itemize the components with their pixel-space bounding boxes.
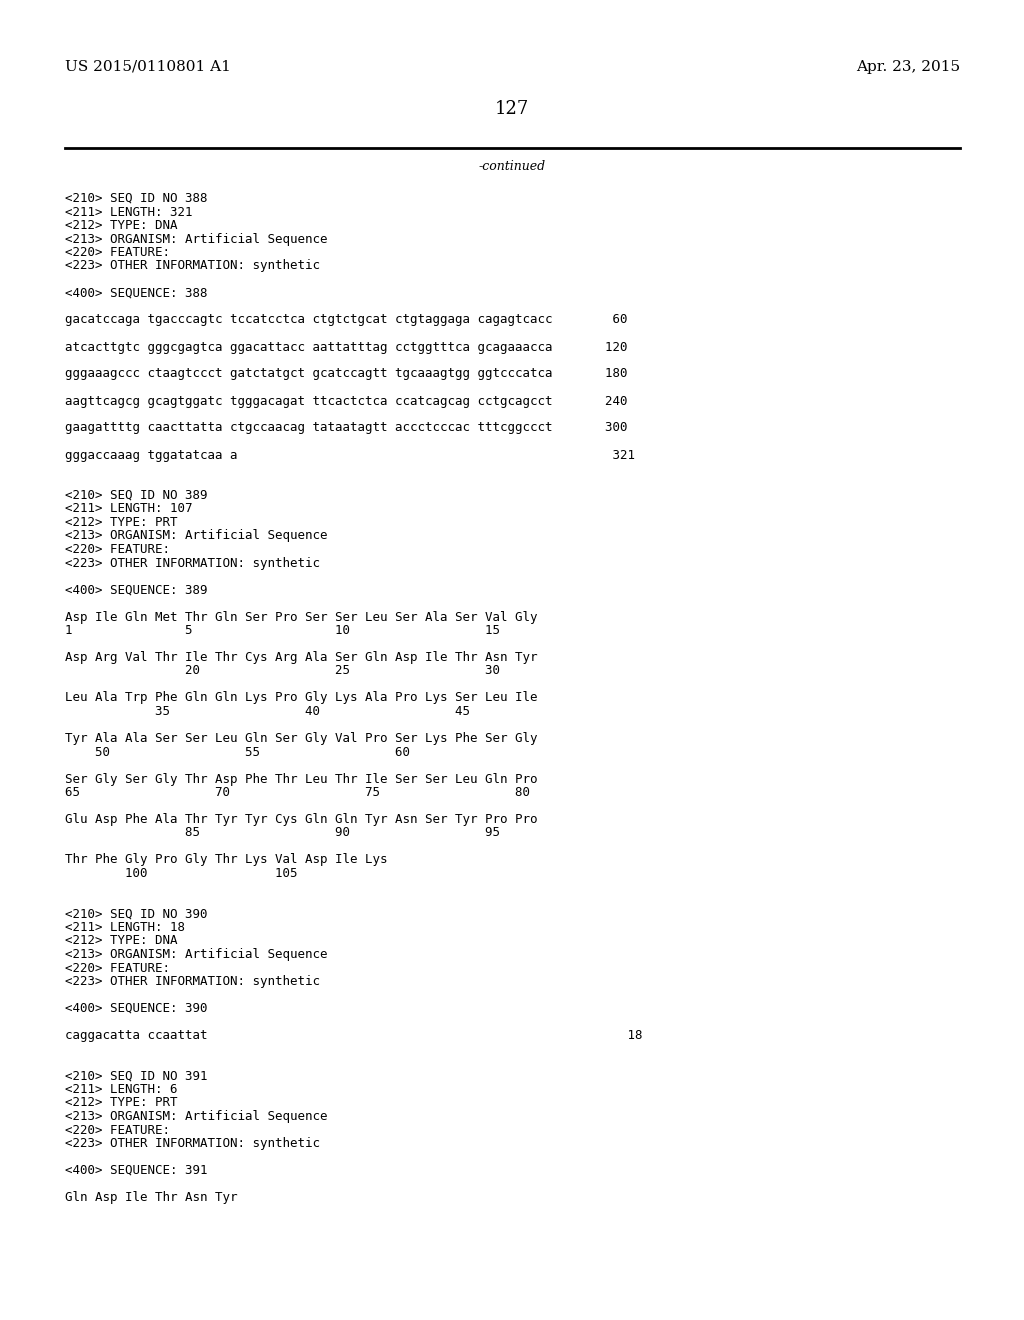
Text: <223> OTHER INFORMATION: synthetic: <223> OTHER INFORMATION: synthetic (65, 975, 319, 987)
Text: gaagattttg caacttatta ctgccaacag tataatagtt accctcccac tttcggccct       300: gaagattttg caacttatta ctgccaacag tataata… (65, 421, 628, 434)
Text: gggaaagccc ctaagtccct gatctatgct gcatccagtt tgcaaagtgg ggtcccatca       180: gggaaagccc ctaagtccct gatctatgct gcatcca… (65, 367, 628, 380)
Text: aagttcagcg gcagtggatc tgggacagat ttcactctca ccatcagcag cctgcagcct       240: aagttcagcg gcagtggatc tgggacagat ttcactc… (65, 395, 628, 408)
Text: <220> FEATURE:: <220> FEATURE: (65, 1123, 170, 1137)
Text: <210> SEQ ID NO 391: <210> SEQ ID NO 391 (65, 1069, 208, 1082)
Text: <400> SEQUENCE: 390: <400> SEQUENCE: 390 (65, 1002, 208, 1015)
Text: <213> ORGANISM: Artificial Sequence: <213> ORGANISM: Artificial Sequence (65, 1110, 328, 1123)
Text: <400> SEQUENCE: 388: <400> SEQUENCE: 388 (65, 286, 208, 300)
Text: <212> TYPE: DNA: <212> TYPE: DNA (65, 935, 177, 948)
Text: <223> OTHER INFORMATION: synthetic: <223> OTHER INFORMATION: synthetic (65, 557, 319, 569)
Text: atcacttgtc gggcgagtca ggacattacc aattatttag cctggtttca gcagaaacca       120: atcacttgtc gggcgagtca ggacattacc aattatt… (65, 341, 628, 354)
Text: gacatccaga tgacccagtc tccatcctca ctgtctgcat ctgtaggaga cagagtcacc        60: gacatccaga tgacccagtc tccatcctca ctgtctg… (65, 314, 628, 326)
Text: 100                 105: 100 105 (65, 867, 298, 880)
Text: Asp Ile Gln Met Thr Gln Ser Pro Ser Ser Leu Ser Ala Ser Val Gly: Asp Ile Gln Met Thr Gln Ser Pro Ser Ser … (65, 610, 538, 623)
Text: 1               5                   10                  15: 1 5 10 15 (65, 624, 500, 638)
Text: 35                  40                  45: 35 40 45 (65, 705, 470, 718)
Text: <211> LENGTH: 6: <211> LENGTH: 6 (65, 1082, 177, 1096)
Text: Gln Asp Ile Thr Asn Tyr: Gln Asp Ile Thr Asn Tyr (65, 1191, 238, 1204)
Text: <220> FEATURE:: <220> FEATURE: (65, 961, 170, 974)
Text: Tyr Ala Ala Ser Ser Leu Gln Ser Gly Val Pro Ser Lys Phe Ser Gly: Tyr Ala Ala Ser Ser Leu Gln Ser Gly Val … (65, 733, 538, 744)
Text: <210> SEQ ID NO 390: <210> SEQ ID NO 390 (65, 908, 208, 920)
Text: Apr. 23, 2015: Apr. 23, 2015 (856, 59, 961, 74)
Text: <211> LENGTH: 18: <211> LENGTH: 18 (65, 921, 185, 935)
Text: <400> SEQUENCE: 391: <400> SEQUENCE: 391 (65, 1164, 208, 1177)
Text: <223> OTHER INFORMATION: synthetic: <223> OTHER INFORMATION: synthetic (65, 1137, 319, 1150)
Text: 85                  90                  95: 85 90 95 (65, 826, 500, 840)
Text: <210> SEQ ID NO 388: <210> SEQ ID NO 388 (65, 191, 208, 205)
Text: <220> FEATURE:: <220> FEATURE: (65, 543, 170, 556)
Text: 20                  25                  30: 20 25 30 (65, 664, 500, 677)
Text: 65                  70                  75                  80: 65 70 75 80 (65, 785, 530, 799)
Text: <212> TYPE: PRT: <212> TYPE: PRT (65, 1097, 177, 1110)
Text: Leu Ala Trp Phe Gln Gln Lys Pro Gly Lys Ala Pro Lys Ser Leu Ile: Leu Ala Trp Phe Gln Gln Lys Pro Gly Lys … (65, 692, 538, 705)
Text: <220> FEATURE:: <220> FEATURE: (65, 246, 170, 259)
Text: Ser Gly Ser Gly Thr Asp Phe Thr Leu Thr Ile Ser Ser Leu Gln Pro: Ser Gly Ser Gly Thr Asp Phe Thr Leu Thr … (65, 772, 538, 785)
Text: 50                  55                  60: 50 55 60 (65, 746, 410, 759)
Text: gggaccaaag tggatatcaa a                                                  321: gggaccaaag tggatatcaa a 321 (65, 449, 635, 462)
Text: <211> LENGTH: 321: <211> LENGTH: 321 (65, 206, 193, 219)
Text: <213> ORGANISM: Artificial Sequence: <213> ORGANISM: Artificial Sequence (65, 529, 328, 543)
Text: <223> OTHER INFORMATION: synthetic: <223> OTHER INFORMATION: synthetic (65, 260, 319, 272)
Text: <400> SEQUENCE: 389: <400> SEQUENCE: 389 (65, 583, 208, 597)
Text: Asp Arg Val Thr Ile Thr Cys Arg Ala Ser Gln Asp Ile Thr Asn Tyr: Asp Arg Val Thr Ile Thr Cys Arg Ala Ser … (65, 651, 538, 664)
Text: US 2015/0110801 A1: US 2015/0110801 A1 (65, 59, 230, 74)
Text: <213> ORGANISM: Artificial Sequence: <213> ORGANISM: Artificial Sequence (65, 948, 328, 961)
Text: <212> TYPE: PRT: <212> TYPE: PRT (65, 516, 177, 529)
Text: <211> LENGTH: 107: <211> LENGTH: 107 (65, 503, 193, 516)
Text: caggacatta ccaattat                                                        18: caggacatta ccaattat 18 (65, 1030, 642, 1041)
Text: <213> ORGANISM: Artificial Sequence: <213> ORGANISM: Artificial Sequence (65, 232, 328, 246)
Text: <212> TYPE: DNA: <212> TYPE: DNA (65, 219, 177, 232)
Text: -continued: -continued (478, 160, 546, 173)
Text: 127: 127 (495, 100, 529, 117)
Text: Glu Asp Phe Ala Thr Tyr Tyr Cys Gln Gln Tyr Asn Ser Tyr Pro Pro: Glu Asp Phe Ala Thr Tyr Tyr Cys Gln Gln … (65, 813, 538, 826)
Text: Thr Phe Gly Pro Gly Thr Lys Val Asp Ile Lys: Thr Phe Gly Pro Gly Thr Lys Val Asp Ile … (65, 854, 387, 866)
Text: <210> SEQ ID NO 389: <210> SEQ ID NO 389 (65, 488, 208, 502)
